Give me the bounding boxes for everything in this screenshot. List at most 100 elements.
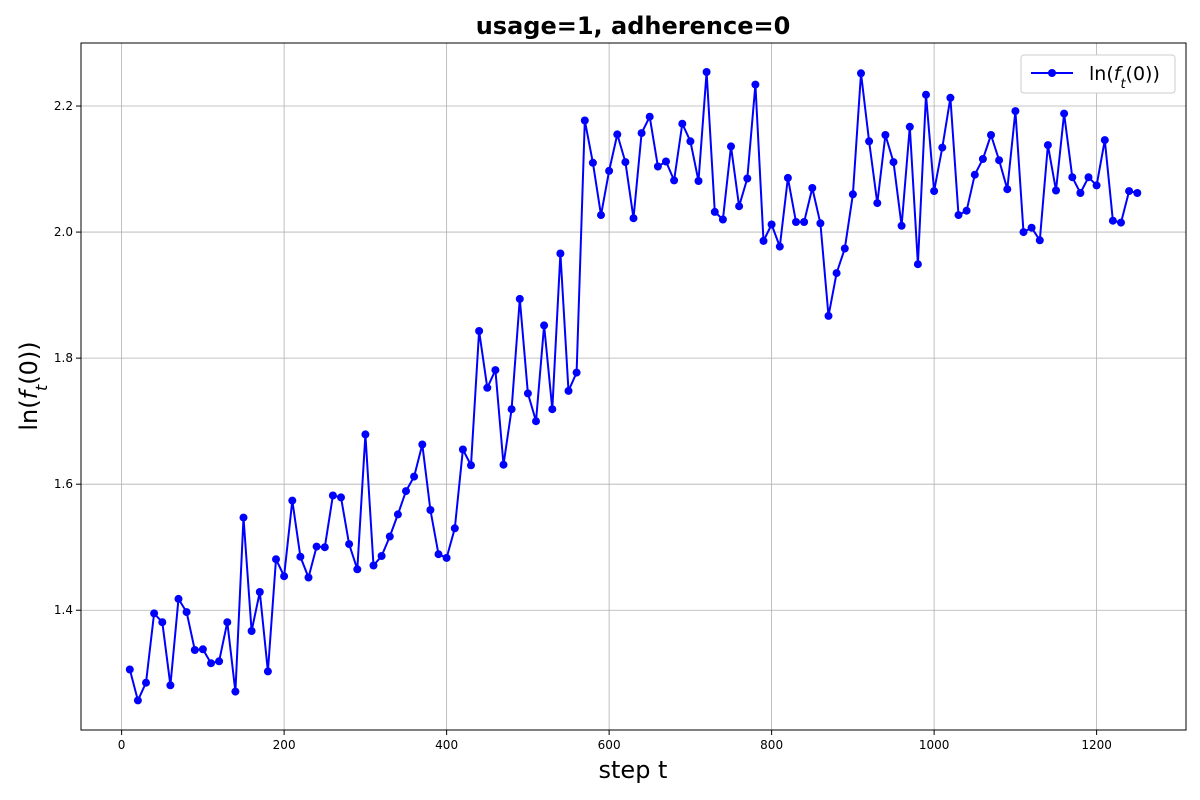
data-point [629,214,638,223]
data-point [450,524,459,533]
data-point [718,215,727,224]
data-point [507,405,516,414]
data-point [312,542,321,551]
data-point [759,236,768,245]
legend-marker-sample [1048,69,1056,77]
y-axis-title-prefix: ln( [15,399,43,430]
data-point [369,561,378,570]
y-tick-label: 2.2 [54,99,73,113]
data-point [1076,189,1085,197]
x-tick-label: 0 [118,738,126,752]
data-point [954,211,963,220]
data-point [434,550,443,559]
data-point [418,440,427,449]
data-point [166,681,175,690]
data-point [621,158,630,167]
legend: ln(ft(0)) [1020,54,1176,94]
data-point [125,665,134,674]
data-point [247,627,256,635]
data-point [556,249,565,258]
data-point [970,170,979,179]
data-point [475,327,484,335]
y-axis-title-subscript: t [32,384,51,391]
y-axis-title: ln(ft(0)) [15,341,51,430]
data-point [288,496,297,505]
legend-label: ln(ft(0)) [1089,63,1160,92]
data-point [385,532,394,541]
legend-label-symbol: f [1114,63,1124,85]
data-point [1019,228,1028,237]
data-point [523,389,532,398]
data-point [1052,186,1060,195]
data-point [710,207,719,216]
data-point [231,687,240,696]
data-point [613,130,622,139]
data-point [158,618,167,627]
data-point [564,386,573,395]
data-point [328,491,337,500]
data-point [995,156,1004,165]
data-point [889,158,898,167]
data-point [686,137,695,146]
data-point [873,199,882,208]
legend-label-subscript: t [1120,77,1126,92]
data-point [337,493,345,502]
data-point [361,430,370,439]
data-point [133,696,142,705]
data-point [857,69,865,78]
data-point [207,659,215,668]
data-point [142,678,150,687]
data-point [662,157,670,166]
legend-label-prefix: ln( [1089,63,1114,85]
data-point [345,540,354,549]
data-point [824,311,833,320]
legend-box [1020,54,1176,94]
data-point [832,269,841,278]
data-point [353,565,362,574]
data-point [515,294,524,303]
data-point [580,116,589,125]
data-point [905,122,914,131]
series-layer [125,68,1142,705]
data-point [727,142,735,151]
data-point [645,112,654,121]
data-point [792,218,800,226]
data-point [1100,136,1109,145]
y-tick-label: 2.0 [54,225,73,239]
data-point [304,573,313,582]
data-point [670,176,679,185]
y-axis-title-suffix: (0)) [15,341,43,384]
data-point [1011,107,1020,116]
x-tick-label: 600 [598,738,621,752]
data-point [263,667,272,676]
data-point [402,487,410,496]
data-point [426,506,435,514]
data-point [783,173,792,182]
x-tick-label: 1000 [919,738,950,752]
y-tick-label: 1.4 [54,603,73,617]
data-point [637,129,646,138]
data-point [1060,109,1069,118]
data-point [816,219,825,228]
data-point [1084,173,1093,182]
data-point [182,608,191,617]
axes-frame [80,42,1187,731]
data-point [881,131,890,139]
data-point [897,221,906,230]
tick-layer: 0 200 400 600 800 1000 1200 1.4 1.6 1.8 2.0 2.2 [54,99,1112,752]
data-point [1108,216,1117,225]
data-point [848,190,857,199]
data-point [694,177,703,185]
data-point [678,119,687,128]
data-point [946,93,955,102]
data-point [605,166,614,175]
data-point [483,383,492,392]
x-tick-label: 800 [760,738,783,752]
data-point [1092,181,1101,190]
data-point [922,90,930,99]
data-point [442,553,451,562]
data-point [296,552,305,561]
data-point [393,510,402,519]
data-point [280,572,289,581]
